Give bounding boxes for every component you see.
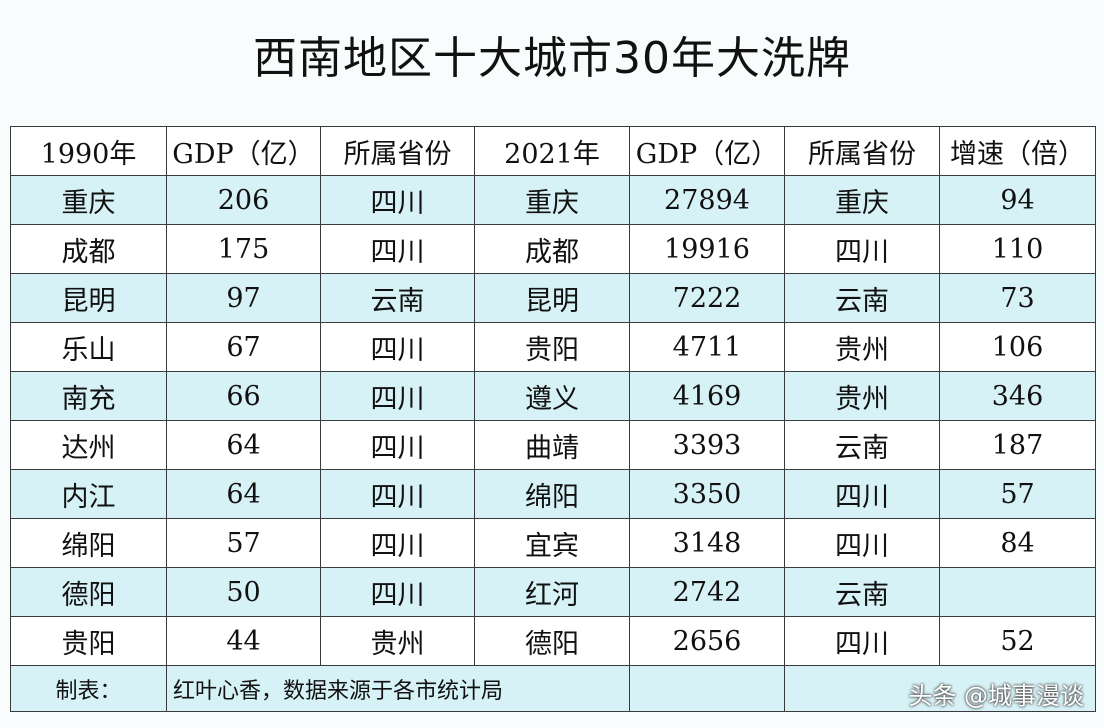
table-footer-row: 制表： 红叶心香，数据来源于各市统计局	[10, 665, 1096, 712]
header-growth: 增速（倍）	[939, 126, 1096, 176]
header-1990-gdp: GDP（亿）	[166, 126, 321, 176]
cell-1990-city: 德阳	[10, 567, 167, 617]
cell-1990-gdp: 44	[166, 616, 321, 666]
cell-1990-province: 四川	[320, 175, 475, 225]
cell-2021-city: 贵阳	[474, 322, 630, 372]
cell-2021-gdp: 3393	[629, 420, 785, 470]
table-row: 成都 175 四川 成都 19916 四川 110	[10, 224, 1096, 274]
cell-growth: 84	[939, 518, 1096, 568]
cell-1990-province: 四川	[320, 371, 475, 421]
cell-2021-gdp: 7222	[629, 273, 785, 323]
cell-1990-province: 贵州	[320, 616, 475, 666]
cell-1990-gdp: 66	[166, 371, 321, 421]
cell-1990-city: 绵阳	[10, 518, 167, 568]
cell-1990-province: 云南	[320, 273, 475, 323]
cell-growth: 57	[939, 469, 1096, 519]
cell-2021-city: 昆明	[474, 273, 630, 323]
header-1990-city: 1990年	[10, 126, 167, 176]
cell-1990-province: 四川	[320, 224, 475, 274]
cell-2021-province: 贵州	[784, 322, 940, 372]
table-row: 达州 64 四川 曲靖 3393 云南 187	[10, 420, 1096, 470]
watermark: 头条 @城事漫谈	[908, 682, 1084, 710]
cell-2021-city: 德阳	[474, 616, 630, 666]
cell-1990-gdp: 175	[166, 224, 321, 274]
cell-2021-gdp: 19916	[629, 224, 785, 274]
table-row: 昆明 97 云南 昆明 7222 云南 73	[10, 273, 1096, 323]
cell-1990-gdp: 50	[166, 567, 321, 617]
cell-2021-gdp: 27894	[629, 175, 785, 225]
cell-1990-city: 南充	[10, 371, 167, 421]
table-row: 内江 64 四川 绵阳 3350 四川 57	[10, 469, 1096, 519]
table-row: 德阳 50 四川 红河 2742 云南	[10, 567, 1096, 617]
cell-growth	[939, 567, 1096, 617]
cell-1990-city: 昆明	[10, 273, 167, 323]
cell-growth: 73	[939, 273, 1096, 323]
cell-1990-city: 乐山	[10, 322, 167, 372]
cell-2021-gdp: 4169	[629, 371, 785, 421]
cell-growth: 52	[939, 616, 1096, 666]
cell-2021-city: 绵阳	[474, 469, 630, 519]
cell-1990-province: 四川	[320, 322, 475, 372]
cell-1990-city: 重庆	[10, 175, 167, 225]
cell-2021-province: 云南	[784, 273, 940, 323]
cell-2021-province: 重庆	[784, 175, 940, 225]
cell-1990-province: 四川	[320, 469, 475, 519]
cell-2021-province: 云南	[784, 567, 940, 617]
cell-growth: 106	[939, 322, 1096, 372]
cell-1990-gdp: 64	[166, 420, 321, 470]
cell-1990-gdp: 67	[166, 322, 321, 372]
cell-1990-city: 内江	[10, 469, 167, 519]
cell-growth: 346	[939, 371, 1096, 421]
cell-1990-province: 四川	[320, 567, 475, 617]
header-1990-province: 所属省份	[320, 126, 475, 176]
footer-empty-cell	[784, 665, 1096, 712]
header-2021-gdp: GDP（亿）	[629, 126, 785, 176]
cell-2021-city: 红河	[474, 567, 630, 617]
table-row: 南充 66 四川 遵义 4169 贵州 346	[10, 371, 1096, 421]
cell-1990-city: 贵阳	[10, 616, 167, 666]
cell-1990-gdp: 64	[166, 469, 321, 519]
cell-2021-gdp: 2742	[629, 567, 785, 617]
cell-1990-gdp: 206	[166, 175, 321, 225]
cell-2021-province: 四川	[784, 616, 940, 666]
cell-2021-province: 四川	[784, 224, 940, 274]
cell-2021-gdp: 4711	[629, 322, 785, 372]
page-title: 西南地区十大城市30年大洗牌	[253, 33, 851, 84]
header-2021-province: 所属省份	[784, 126, 940, 176]
cell-2021-province: 四川	[784, 469, 940, 519]
cell-2021-gdp: 3350	[629, 469, 785, 519]
cell-2021-city: 遵义	[474, 371, 630, 421]
table-row: 绵阳 57 四川 宜宾 3148 四川 84	[10, 518, 1096, 568]
table-header-row: 1990年 GDP（亿） 所属省份 2021年 GDP（亿） 所属省份 增速（倍…	[10, 126, 1096, 176]
cell-2021-gdp: 2656	[629, 616, 785, 666]
cell-2021-province: 云南	[784, 420, 940, 470]
header-2021-city: 2021年	[474, 126, 630, 176]
cell-1990-province: 四川	[320, 518, 475, 568]
cell-2021-province: 四川	[784, 518, 940, 568]
footer-label: 制表：	[10, 665, 167, 712]
cell-growth: 187	[939, 420, 1096, 470]
gdp-table: 1990年 GDP（亿） 所属省份 2021年 GDP（亿） 所属省份 增速（倍…	[10, 126, 1096, 712]
cell-2021-gdp: 3148	[629, 518, 785, 568]
cell-1990-gdp: 97	[166, 273, 321, 323]
cell-2021-city: 重庆	[474, 175, 630, 225]
cell-growth: 94	[939, 175, 1096, 225]
table-row: 重庆 206 四川 重庆 27894 重庆 94	[10, 175, 1096, 225]
cell-2021-city: 宜宾	[474, 518, 630, 568]
footer-empty-cell	[629, 665, 785, 712]
cell-2021-city: 曲靖	[474, 420, 630, 470]
table-row: 乐山 67 四川 贵阳 4711 贵州 106	[10, 322, 1096, 372]
cell-1990-province: 四川	[320, 420, 475, 470]
footer-note: 红叶心香，数据来源于各市统计局	[166, 665, 630, 712]
cell-1990-city: 成都	[10, 224, 167, 274]
table-row: 贵阳 44 贵州 德阳 2656 四川 52	[10, 616, 1096, 666]
cell-growth: 110	[939, 224, 1096, 274]
cell-1990-city: 达州	[10, 420, 167, 470]
cell-2021-city: 成都	[474, 224, 630, 274]
cell-2021-province: 贵州	[784, 371, 940, 421]
cell-1990-gdp: 57	[166, 518, 321, 568]
